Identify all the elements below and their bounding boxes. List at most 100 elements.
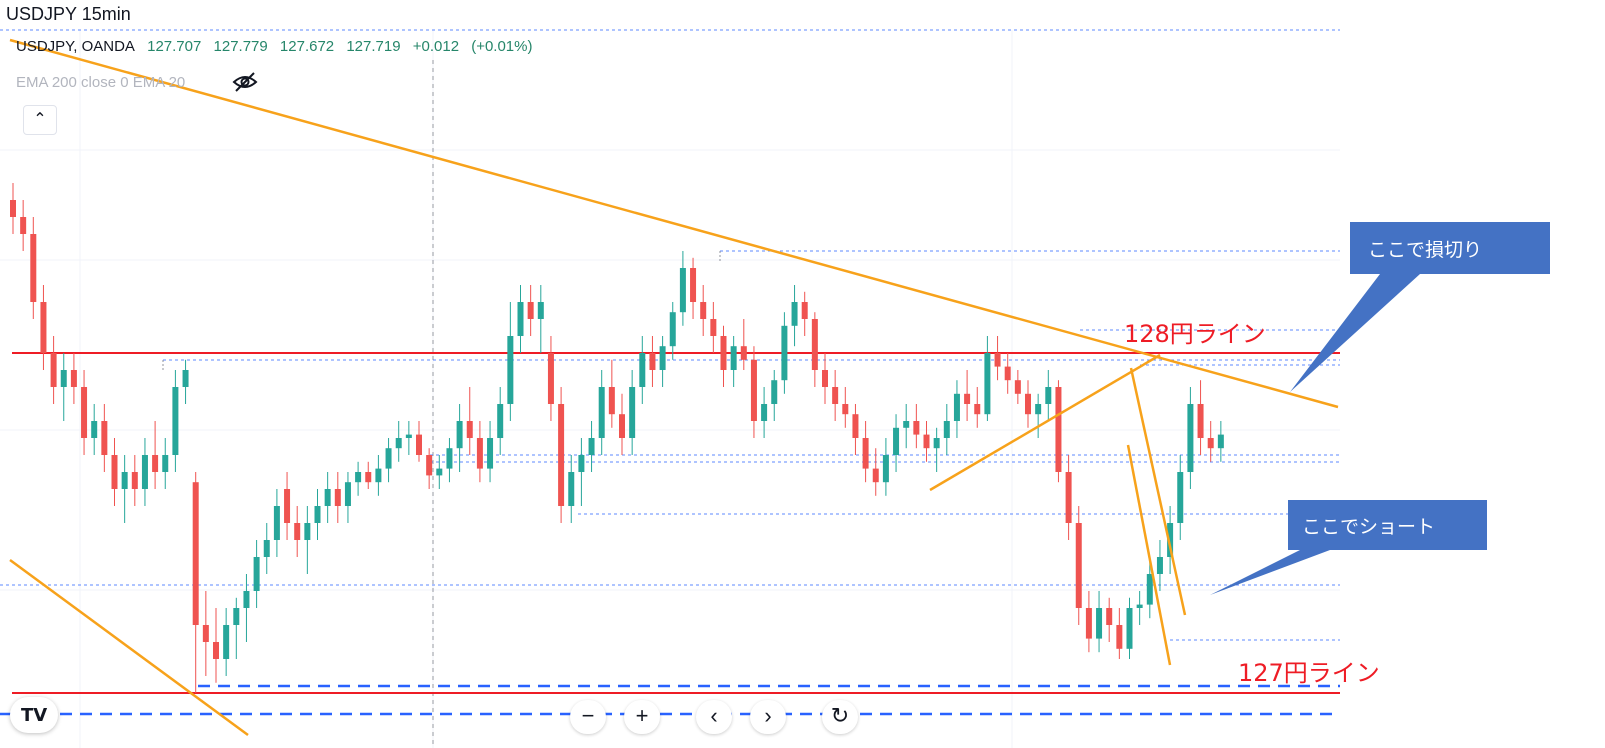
candle-body: [811, 319, 818, 370]
candle-body: [730, 346, 737, 370]
candle-body: [1136, 604, 1143, 608]
candle-body: [182, 370, 189, 387]
candle-body: [720, 336, 727, 370]
candle: [416, 421, 422, 462]
candle: [385, 438, 392, 483]
indicator-legend[interactable]: EMA 200 close 0 EMA 20: [16, 74, 186, 91]
candle: [984, 336, 991, 421]
candle-body: [355, 472, 362, 483]
candle-body: [1116, 625, 1123, 649]
candle-body: [598, 387, 605, 438]
chart-nav-toolbar: − + ‹ › ↻: [570, 700, 870, 734]
candle-body: [537, 302, 544, 319]
candle-body: [558, 404, 565, 506]
candle-body: [101, 421, 108, 455]
candle-body: [943, 421, 950, 438]
candle: [81, 370, 88, 455]
candle: [1106, 597, 1113, 642]
candle: [263, 523, 270, 574]
candle: [872, 448, 879, 496]
candle-body: [426, 455, 433, 476]
candle: [933, 427, 940, 472]
candle: [466, 387, 473, 455]
candle: [1217, 421, 1224, 462]
candle-body: [669, 312, 676, 347]
candle-body: [801, 302, 808, 319]
candle-body: [294, 523, 301, 540]
candle: [426, 448, 433, 489]
candle: [669, 302, 676, 360]
candle: [1136, 591, 1143, 625]
candle: [70, 353, 77, 404]
candle: [578, 438, 585, 506]
collapse-legend-button[interactable]: ⌃: [23, 105, 57, 135]
candle-body: [659, 346, 666, 370]
trendline: [929, 353, 1161, 492]
candle-body: [344, 482, 351, 506]
zoom-in-button[interactable]: +: [624, 700, 660, 734]
candle-body: [1025, 393, 1031, 415]
candle-body: [416, 434, 422, 455]
candle: [588, 421, 595, 472]
candle-body: [893, 427, 900, 455]
candle: [324, 472, 331, 523]
candle: [30, 217, 37, 319]
candle-body: [1177, 472, 1184, 523]
symbol-label[interactable]: USDJPY, OANDA: [16, 38, 135, 55]
candle-body: [568, 472, 575, 506]
candle-body: [1197, 404, 1204, 438]
candle: [355, 461, 362, 496]
zoom-out-button[interactable]: −: [570, 700, 606, 734]
candle: [507, 302, 514, 421]
candle-body: [578, 455, 585, 472]
candle-body: [314, 506, 321, 523]
candle-body: [152, 455, 159, 472]
candle-body: [862, 438, 869, 469]
chart-title: USDJPY 15min: [6, 4, 131, 24]
candle-body: [791, 302, 798, 326]
reset-chart-button[interactable]: ↻: [822, 700, 858, 734]
scroll-right-button[interactable]: ›: [750, 700, 786, 734]
candle: [233, 597, 240, 659]
candle-body: [994, 353, 1001, 367]
candle-body: [30, 234, 37, 302]
candle-body: [456, 421, 463, 449]
candle: [720, 325, 727, 387]
candle: [253, 540, 260, 608]
candle: [446, 438, 453, 483]
candle-body: [1217, 434, 1224, 449]
candle: [913, 404, 920, 449]
candle: [832, 370, 839, 421]
candle: [101, 404, 108, 472]
candle-body: [761, 404, 768, 421]
candle-body: [70, 370, 77, 387]
candle-body: [953, 393, 960, 421]
candle-body: [436, 468, 443, 476]
candle-body: [974, 404, 981, 415]
scroll-left-button[interactable]: ‹: [696, 700, 732, 734]
tradingview-logo[interactable]: TV: [10, 697, 58, 733]
candle: [1065, 455, 1072, 540]
candle: [334, 472, 341, 523]
candle-body: [263, 540, 270, 557]
candles: [10, 183, 1224, 693]
candle-body: [822, 370, 828, 387]
candle: [537, 285, 544, 353]
hidden-eye-icon[interactable]: [232, 71, 258, 93]
candle: [629, 370, 636, 455]
level-lines: [0, 29, 1340, 716]
candle: [375, 455, 382, 496]
candle-body: [466, 421, 473, 438]
candle-body: [10, 200, 16, 217]
candle-body: [40, 302, 47, 353]
candle-body: [933, 438, 940, 449]
candle-body: [213, 642, 219, 659]
candle-body: [50, 353, 57, 387]
candle: [1187, 387, 1194, 489]
candle-body: [334, 489, 341, 506]
candle-body: [365, 472, 372, 483]
candle-body: [202, 625, 209, 642]
candle: [223, 608, 230, 676]
candle-body: [487, 438, 494, 469]
